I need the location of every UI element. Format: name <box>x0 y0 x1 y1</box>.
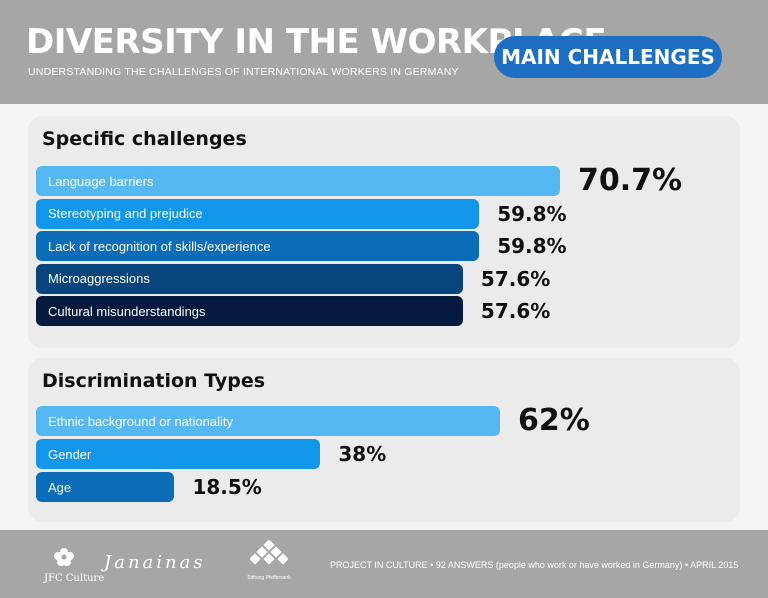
diamond-grid-icon <box>249 539 289 565</box>
flower-icon <box>54 548 74 566</box>
bar-value-label: 59.8% <box>497 234 567 258</box>
chart-bar: Microaggressions <box>36 263 463 294</box>
janainas-logo: Janainas <box>104 552 206 573</box>
bar-value-label: 70.7% <box>578 163 683 198</box>
chart-bar: Stereotyping and prejudice <box>36 198 480 229</box>
jfc-culture-logo: JFC Culture <box>44 544 104 584</box>
chart-bar: Lack of recognition of skills/experience <box>36 231 480 261</box>
bar-value-label: 57.6% <box>480 299 551 323</box>
header: DIVERSITY IN THE WORKPLACE UNDERSTANDING… <box>0 0 768 104</box>
chart-bar: Ethnic background or nationality <box>36 406 500 436</box>
chart-bar: Cultural misunderstandings <box>36 296 463 326</box>
page-subtitle: UNDERSTANDING THE CHALLENGES OF INTERNAT… <box>28 66 459 78</box>
bar-value-label: 57.6% <box>480 266 551 291</box>
chart-bar: Language barriers <box>36 166 560 196</box>
bar-value-label: 18.5% <box>192 475 262 499</box>
source-note: PROJECT IN CULTURE • 92 ANSWERS (people … <box>330 560 739 570</box>
footer: JFC Culture Janainas Stiftung Pfefferwer… <box>0 530 768 598</box>
panel-title-discrimination: Discrimination Types <box>42 370 266 392</box>
bar-value-label: 38% <box>338 442 387 466</box>
bar-value-label: 59.8% <box>497 201 567 226</box>
bar-value-label: 62% <box>518 403 590 438</box>
chart-bar: Age <box>36 472 175 502</box>
main-challenges-badge: MAIN CHALLENGES <box>494 36 722 78</box>
pfefferwerk-logo: Stiftung Pfefferwerk <box>245 539 293 581</box>
panel-title-specific: Specific challenges <box>42 128 247 150</box>
chart-bar: Gender <box>36 439 321 469</box>
